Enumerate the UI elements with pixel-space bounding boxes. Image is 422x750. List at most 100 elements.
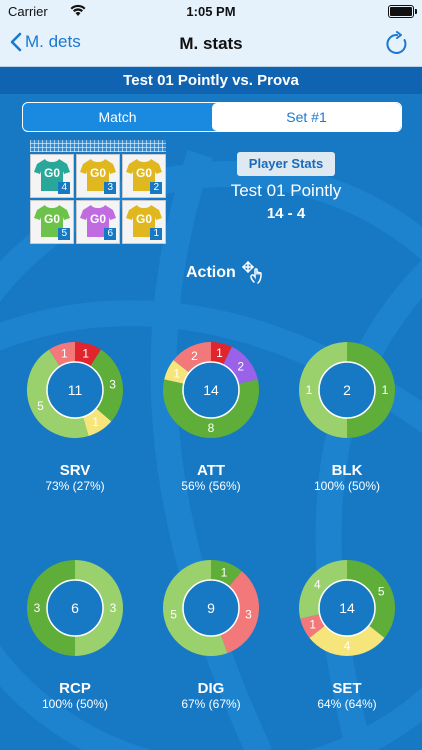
team-lineup: G0 4 G0 3 G0 2 G0 5 G0 6 G0 1 xyxy=(30,140,166,246)
segment-value-label: 2 xyxy=(191,349,198,363)
player-number: 2 xyxy=(150,182,162,194)
jersey-code: G0 xyxy=(136,166,152,180)
segment-value-label: 3 xyxy=(109,378,116,392)
lineup-grid: G0 4 G0 3 G0 2 G0 5 G0 6 G0 1 xyxy=(30,154,166,244)
player-number: 3 xyxy=(104,182,116,194)
donut-segment xyxy=(74,560,123,656)
stat-dig[interactable]: 1 3 5 9 DIG 67% (67%) xyxy=(151,558,271,711)
donut-center xyxy=(182,579,240,637)
back-button[interactable]: M. dets xyxy=(10,32,81,52)
player-tile[interactable]: G0 3 xyxy=(76,154,120,198)
stat-percentage: 56% (56%) xyxy=(181,479,241,493)
donut-segment xyxy=(173,342,212,374)
jersey-code: G0 xyxy=(44,212,60,226)
segment-value-label: 1 xyxy=(221,565,228,579)
action-selector[interactable]: Action xyxy=(186,260,266,286)
move-hand-icon xyxy=(241,260,262,284)
donut-segment xyxy=(89,349,123,422)
jersey-code: G0 xyxy=(90,166,106,180)
donut-center xyxy=(46,361,104,419)
donut-segment xyxy=(346,560,395,638)
donut-segment xyxy=(346,342,395,438)
segment-value-label: 1 xyxy=(216,346,223,360)
stat-percentage: 67% (67%) xyxy=(181,697,241,711)
donut-segment xyxy=(220,571,259,654)
segment-value-label: 1 xyxy=(173,367,180,381)
donut-total: 14 xyxy=(203,382,219,398)
player-tile[interactable]: G0 2 xyxy=(122,154,166,198)
stat-percentage: 100% (50%) xyxy=(313,479,381,493)
carrier-label: Carrier xyxy=(8,4,48,19)
segment-match[interactable]: Match xyxy=(98,109,137,125)
back-button-label: M. dets xyxy=(25,32,81,51)
player-tile[interactable]: G0 4 xyxy=(30,154,74,198)
player-tile[interactable]: G0 5 xyxy=(30,200,74,244)
donut-segment xyxy=(299,342,348,438)
donut-total: 9 xyxy=(207,600,215,616)
period-segmented-control: Match Set #1 xyxy=(22,102,402,132)
segment-value-label: 3 xyxy=(245,608,252,622)
segment-value-label: 1 xyxy=(306,383,313,397)
jersey-code: G0 xyxy=(136,212,152,226)
donut-segment xyxy=(300,613,326,638)
segment-value-label: 5 xyxy=(37,399,44,413)
stat-rcp[interactable]: 3 3 6 RCP 100% (50%) xyxy=(15,558,135,711)
donut-chart: 3 3 6 xyxy=(27,560,123,656)
donut-center xyxy=(182,361,240,419)
segment-set-1[interactable]: Set #1 xyxy=(212,103,401,131)
player-number: 4 xyxy=(58,182,70,194)
action-label: Action xyxy=(186,264,236,281)
stat-att[interactable]: 1 2 8 1 2 14 ATT 56% (56%) xyxy=(151,340,271,493)
player-number: 6 xyxy=(104,228,116,240)
team-name: Test 01 Pointly xyxy=(230,181,342,200)
player-number: 5 xyxy=(58,228,70,240)
navigation-bar: M. dets M. stats xyxy=(0,22,422,67)
donut-total: 6 xyxy=(71,600,79,616)
donut-center xyxy=(318,579,376,637)
donut-chart: 1 1 2 xyxy=(299,342,395,438)
player-tile[interactable]: G0 6 xyxy=(76,200,120,244)
donut-center xyxy=(46,579,104,637)
donut-segment xyxy=(164,360,190,385)
stat-set[interactable]: 5 4 1 4 14 SET 64% (64%) xyxy=(287,558,407,711)
donut-segment xyxy=(309,625,385,656)
stat-label: BLK xyxy=(331,462,363,479)
donut-segment xyxy=(163,379,259,438)
segment-value-label: 5 xyxy=(378,585,385,599)
set-score: 14 - 4 xyxy=(266,205,306,222)
segment-value-label: 1 xyxy=(382,383,389,397)
stat-label: DIG xyxy=(197,680,225,697)
player-tile[interactable]: G0 1 xyxy=(122,200,166,244)
refresh-icon[interactable] xyxy=(384,31,410,57)
stat-label: SET xyxy=(332,680,362,697)
donut-segment xyxy=(49,342,76,367)
clock: 1:05 PM xyxy=(186,4,236,19)
donut-segment xyxy=(27,560,76,656)
player-stats-button[interactable]: Player Stats xyxy=(237,152,335,176)
segment-value-label: 1 xyxy=(309,617,316,631)
status-bar: Carrier 1:05 PM xyxy=(0,0,422,22)
segment-value-label: 5 xyxy=(170,608,177,622)
donut-segment xyxy=(210,560,242,587)
segment-value-label: 3 xyxy=(110,601,117,615)
donut-chart: 1 3 5 9 xyxy=(163,560,259,656)
stat-blk[interactable]: 1 1 2 BLK 100% (50%) xyxy=(287,340,407,493)
donut-segment xyxy=(210,342,232,365)
battery-icon xyxy=(388,5,417,18)
stat-label: RCP xyxy=(59,680,91,697)
donut-segment xyxy=(82,407,112,437)
stat-srv[interactable]: 1 3 1 5 1 11 SRV 73% (27%) xyxy=(15,340,135,493)
donut-segment xyxy=(163,560,228,656)
segment-value-label: 4 xyxy=(314,577,321,591)
donut-segment xyxy=(27,349,89,438)
net xyxy=(30,140,166,152)
donut-segment xyxy=(74,342,101,367)
donut-segment xyxy=(299,560,348,619)
donut-segment xyxy=(222,346,258,385)
jersey-code: G0 xyxy=(44,166,60,180)
stat-percentage: 73% (27%) xyxy=(45,479,105,493)
donut-center xyxy=(318,361,376,419)
